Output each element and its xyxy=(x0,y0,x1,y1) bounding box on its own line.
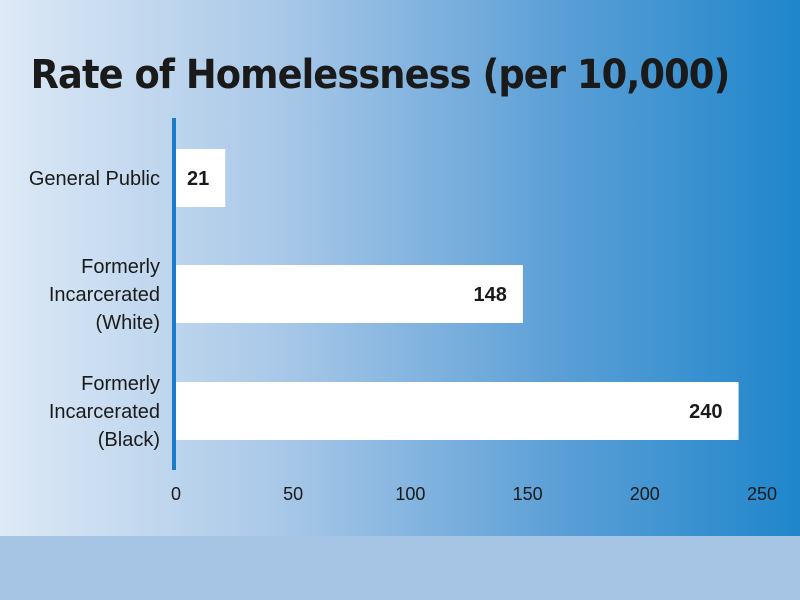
category-label-line: Incarcerated xyxy=(49,284,160,306)
y-axis-line xyxy=(172,118,176,470)
category-label-line: General Public xyxy=(29,168,160,190)
bar-value-label: 240 xyxy=(689,401,722,423)
x-tick-labels: 0 50 100 150 200 250 xyxy=(171,484,777,504)
bar xyxy=(176,265,523,323)
category-label-line: (White) xyxy=(96,312,160,334)
category-label: Formerly Incarcerated (Black) xyxy=(49,373,160,451)
category-label: General Public xyxy=(29,168,160,190)
x-tick-label: 100 xyxy=(395,484,425,504)
x-tick-label: 0 xyxy=(171,484,181,504)
x-tick-label: 150 xyxy=(513,484,543,504)
category-label-line: Incarcerated xyxy=(49,401,160,423)
x-tick-label: 200 xyxy=(630,484,660,504)
bar-value-label: 21 xyxy=(187,168,209,190)
bar xyxy=(176,382,739,440)
bar xyxy=(176,149,226,207)
category-label-line: Formerly xyxy=(81,373,160,395)
x-tick-label: 250 xyxy=(747,484,777,504)
category-label-line: (Black) xyxy=(98,429,160,451)
bars-group xyxy=(176,149,739,440)
category-label-line: Formerly xyxy=(81,256,160,278)
chart-title: Rate of Homelessness (per 10,000) xyxy=(30,52,731,98)
x-tick-label: 50 xyxy=(283,484,303,504)
category-labels: General Public Formerly Incarcerated (White… xyxy=(29,168,160,451)
footer-band xyxy=(0,536,800,600)
value-labels: 21 148 240 xyxy=(187,168,723,423)
bar-value-label: 148 xyxy=(474,284,507,306)
category-label: Formerly Incarcerated (White) xyxy=(49,256,160,334)
